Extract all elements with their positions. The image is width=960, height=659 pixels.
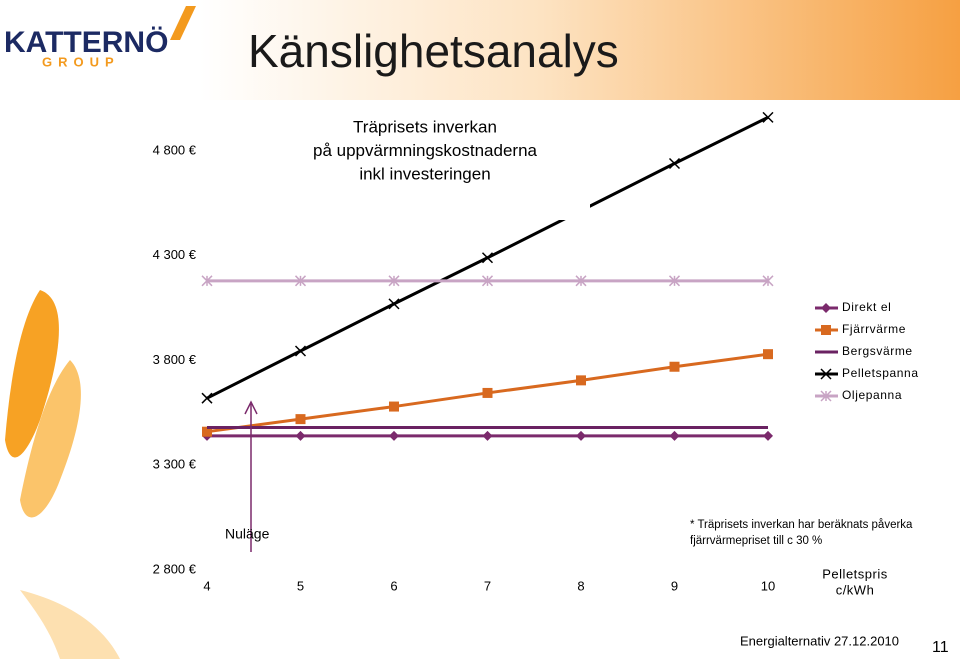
x-tick-label: 9	[671, 578, 678, 593]
chart-title: inkl investeringen	[359, 164, 490, 183]
marker	[575, 275, 587, 287]
marker	[389, 401, 399, 412]
slide-title: Känslighetsanalys	[248, 25, 619, 77]
title-background	[300, 112, 590, 220]
legend-label: Direkt el	[842, 300, 891, 314]
annotation: Nuläge	[225, 526, 270, 542]
x-axis-label: Pelletspris	[822, 566, 887, 581]
y-tick-label: 4 800 €	[153, 142, 197, 157]
marker	[820, 390, 832, 402]
legend-label: Pelletspanna	[842, 366, 919, 380]
marker	[481, 275, 494, 287]
marker	[295, 430, 306, 441]
legend-label: Bergsvärme	[842, 344, 913, 358]
logo-mark	[170, 6, 196, 40]
marker	[668, 275, 681, 287]
x-tick-label: 6	[390, 578, 397, 593]
x-tick-label: 8	[577, 578, 584, 593]
logo: KATTERNÖ	[4, 26, 168, 59]
marker	[202, 426, 212, 437]
marker	[388, 275, 400, 287]
chart-title: Träprisets inverkan	[353, 117, 497, 136]
page-number: 11	[932, 639, 949, 656]
legend-item: Oljepanna	[815, 388, 902, 402]
header-band	[200, 0, 960, 100]
y-tick-label: 3 800 €	[153, 352, 197, 367]
marker	[294, 345, 307, 357]
marker	[576, 375, 586, 386]
marker	[482, 387, 493, 398]
decoration	[20, 360, 81, 518]
y-tick-label: 2 800 €	[153, 561, 197, 576]
legend-item: Bergsvärme	[815, 344, 913, 358]
marker	[201, 392, 213, 404]
footer-text: Energialternativ 27.12.2010	[740, 633, 899, 648]
marker	[763, 349, 773, 360]
arrow-head	[244, 400, 258, 415]
legend-item: Fjärrvärme	[815, 322, 906, 336]
marker	[388, 298, 400, 310]
y-tick-label: 3 300 €	[153, 457, 197, 472]
marker	[295, 414, 306, 425]
legend-item: Direkt el	[815, 300, 891, 314]
marker	[576, 430, 586, 441]
marker	[763, 430, 773, 441]
legend-label: Oljepanna	[842, 388, 902, 402]
x-tick-label: 5	[297, 578, 304, 593]
marker	[820, 368, 832, 380]
marker	[201, 275, 213, 287]
annotation: fjärrvärmepriset till c 30 %	[690, 535, 822, 547]
chart-title: på uppvärmningskostnaderna	[313, 141, 538, 160]
legend-item: Pelletspanna	[815, 366, 919, 380]
x-tick-label: 7	[484, 578, 491, 593]
marker	[762, 111, 774, 123]
x-tick-label: 10	[761, 578, 775, 593]
plot: 2 800 € 3 300 € 3 800 € 4 300 € 4 800 € 4 5 6 7 8…	[153, 111, 919, 597]
decoration	[20, 590, 120, 659]
x-axis-label: c/kWh	[836, 582, 875, 597]
marker	[482, 430, 493, 441]
marker	[669, 430, 680, 441]
x-tick-label: 4	[203, 578, 210, 593]
annotation: * Träprisets inverkan har beräknats påve…	[690, 519, 913, 531]
y-tick-label: 4 300 €	[153, 247, 197, 262]
marker	[481, 252, 494, 264]
marker	[821, 303, 831, 313]
marker	[668, 157, 681, 170]
decoration	[5, 290, 59, 458]
marker	[669, 361, 680, 372]
marker	[389, 430, 399, 441]
marker	[294, 275, 307, 287]
marker	[821, 325, 831, 335]
marker	[762, 275, 774, 287]
logo-sub: GROUP	[42, 54, 120, 69]
legend-label: Fjärrvärme	[842, 322, 906, 336]
